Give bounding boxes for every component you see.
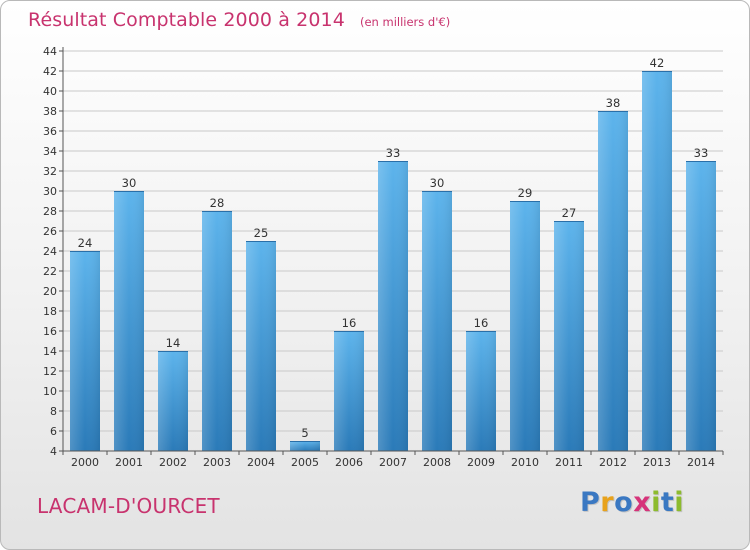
data-label: 25 [254,226,269,240]
axes: 4 6 8 10 12 14 16 18 20 22 24 26 28 30 32 34 36 38 40 42 44 2… [43,45,724,469]
y-tick-label: 30 [43,185,57,198]
proxiti-logo: Proxiti [580,487,684,518]
logo-letter: o [614,487,634,518]
data-label: 28 [210,196,225,210]
y-tick-label: 44 [43,45,57,58]
x-tick-label: 2003 [203,456,231,469]
logo-letter: x [633,487,652,518]
x-tick-label: 2002 [159,456,187,469]
data-label: 16 [474,316,489,330]
y-tick-label: 42 [43,65,57,78]
x-tick-label: 2011 [555,456,583,469]
y-tick-label: 22 [43,265,57,278]
chart-title-text: Résultat Comptable 2000 à 2014 [28,9,345,31]
x-tick-label: 2004 [247,456,275,469]
logo-letter: t [660,487,675,518]
bars: 24 30 14 28 25 5 16 33 30 16 29 27 38 42 33 [70,56,716,451]
y-tick-label: 6 [50,425,57,438]
bar-shade [202,211,232,451]
x-tick-label: 2012 [599,456,627,469]
data-label: 38 [606,96,621,110]
x-tick-label: 2007 [379,456,407,469]
data-label: 29 [518,186,533,200]
y-tick-label: 16 [43,325,57,338]
x-tick-label: 2009 [467,456,495,469]
y-tick-label: 18 [43,305,57,318]
bar-shade [158,351,188,451]
logo-letter: i [674,487,685,518]
y-tick-label: 40 [43,85,57,98]
x-tick-label: 2001 [115,456,143,469]
bar-shade [334,331,364,451]
data-label: 5 [301,426,308,440]
x-tick-label: 2014 [687,456,715,469]
bar-shade [686,161,716,451]
x-tick-label: 2008 [423,456,451,469]
x-tick-label: 2013 [643,456,671,469]
bar-shade [554,221,584,451]
y-tick-label: 34 [43,145,57,158]
y-tick-label: 8 [50,405,57,418]
y-tick-label: 4 [50,445,57,458]
logo-letter: r [600,487,615,518]
x-tick-label: 2010 [511,456,539,469]
data-label: 33 [386,146,401,160]
bar-shade [114,191,144,451]
y-tick-label: 26 [43,225,57,238]
logo-letter: P [580,487,601,518]
data-label: 14 [166,336,181,350]
bar-shade [70,251,100,451]
data-label: 24 [78,236,93,250]
y-tick-label: 14 [43,345,57,358]
y-tick-label: 38 [43,105,57,118]
bar-shade [290,441,320,451]
y-tick-label: 36 [43,125,57,138]
bar-shade [378,161,408,451]
data-label: 30 [430,176,445,190]
data-label: 16 [342,316,357,330]
x-tick-label: 2000 [71,456,99,469]
location-name: LACAM-D'OURCET [37,494,220,518]
data-label: 33 [694,146,709,160]
y-tick-label: 24 [43,245,57,258]
bar-shade [246,241,276,451]
y-tick-label: 12 [43,365,57,378]
y-tick-label: 10 [43,385,57,398]
bar-shade [598,111,628,451]
bar-shade [422,191,452,451]
logo-letter: i [651,487,661,518]
bar-shade [466,331,496,451]
chart-title: Résultat Comptable 2000 à 2014 (en milli… [28,9,450,31]
y-tick-label: 32 [43,165,57,178]
data-label: 30 [122,176,137,190]
x-tick-label: 2006 [335,456,363,469]
y-tick-label: 20 [43,285,57,298]
chart-subtitle: (en milliers d'€) [359,15,451,29]
data-label: 42 [650,56,665,70]
y-tick-label: 28 [43,205,57,218]
data-label: 27 [562,206,577,220]
bar-shade [642,71,672,451]
bar-shade [510,201,540,451]
x-tick-label: 2005 [291,456,319,469]
